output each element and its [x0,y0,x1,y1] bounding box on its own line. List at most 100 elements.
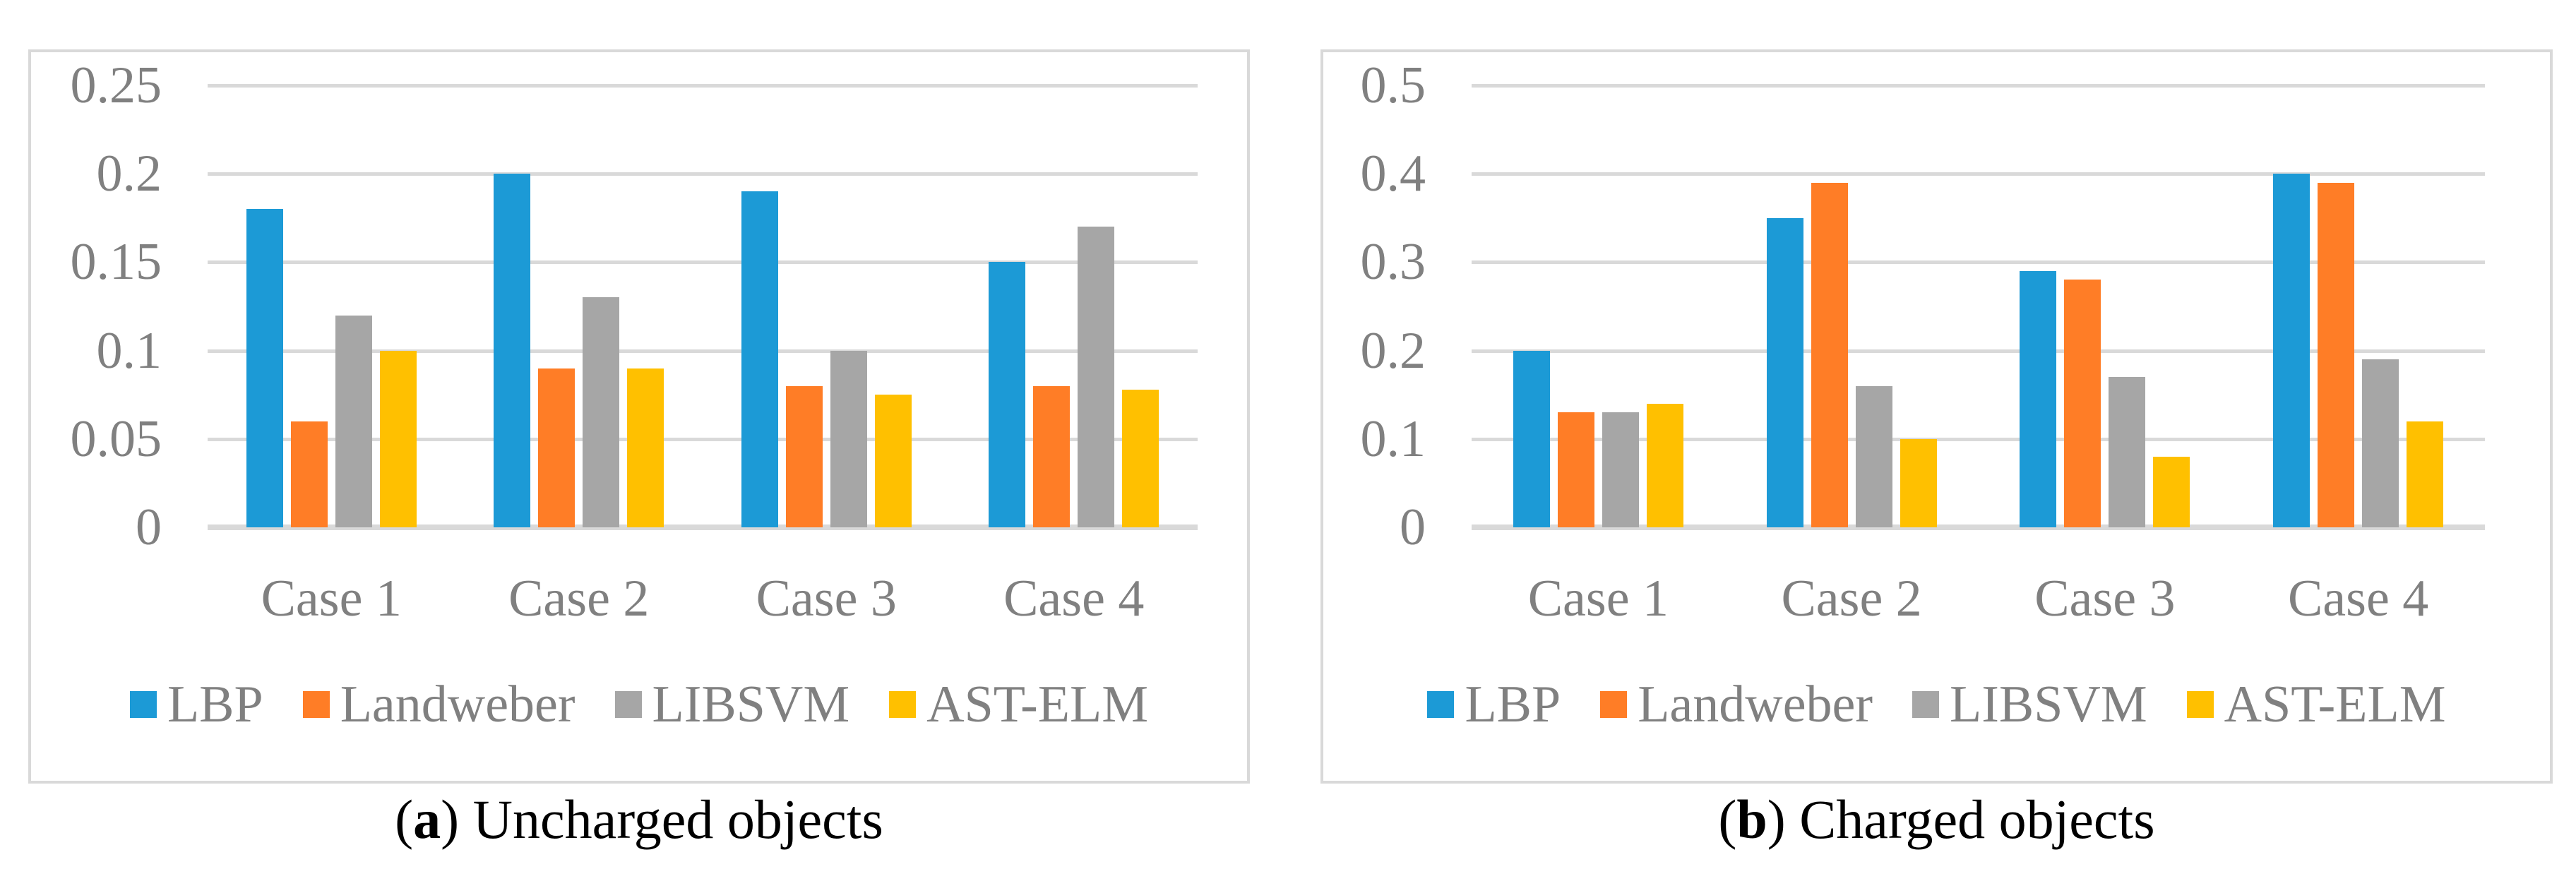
y-tick-label: 0.25 [70,56,162,114]
bar-lbp-case-3 [2020,270,2057,527]
bar-landweber-case-2 [1811,182,1848,527]
caption-b-text: Charged objects [1799,789,2155,850]
horizontal-gridline [1472,437,2485,441]
chart-panel-b: 0 0.1 0.2 0.3 0.4 0.5 Case 1 Case 2 Case 3 Case 4… [1320,49,2553,784]
bar-lbp-case-2 [494,174,531,527]
horizontal-gridline [1472,84,2485,88]
horizontal-gridline [208,437,1198,441]
y-tick-label: 0.5 [1360,56,1426,114]
legend-item-landweber: Landweber [1600,678,1873,731]
x-category-label: Case 3 [2034,570,2176,628]
horizontal-gridline [1472,172,2485,176]
bar-landweber-case-1 [1557,412,1594,527]
bar-landweber-case-4 [1033,385,1071,527]
x-category-label: Case 2 [1781,570,1922,628]
legend-swatch-libsvm-icon [614,691,642,718]
bar-ast-elm-case-4 [1122,389,1159,527]
caption-a-letter: a [413,789,441,850]
y-tick-label: 0.1 [96,321,162,380]
caption-a: (a) Uncharged objects [28,788,1250,851]
bar-ast-elm-case-3 [874,395,912,527]
y-tick-label: 0.05 [70,409,162,468]
y-tick-label: 0.2 [1360,321,1426,380]
x-category-label: Case 4 [1003,570,1145,628]
legend-label: LBP [167,676,263,733]
bar-ast-elm-case-4 [2407,421,2444,527]
bar-lbp-case-1 [246,209,283,527]
y-tick-label: 0.4 [1360,145,1426,203]
bar-landweber-case-1 [290,421,328,527]
bar-libsvm-case-3 [2109,377,2146,527]
bar-ast-elm-case-1 [1646,403,1683,527]
caption-b-letter: b [1736,789,1767,850]
bar-libsvm-case-3 [830,350,867,527]
legend-item-libsvm: LIBSVM [1912,678,2147,731]
horizontal-gridline [1472,260,2485,265]
bar-libsvm-case-2 [1855,385,1892,527]
legend-label: LIBSVM [652,676,850,733]
horizontal-gridline [208,349,1198,353]
bar-lbp-case-1 [1513,350,1550,527]
caption-a-paren-close: ) [441,789,473,850]
bar-lbp-case-3 [741,191,778,527]
y-tick-label: 0.3 [1360,233,1426,292]
legend-item-lbp: LBP [129,676,263,733]
caption-b-paren-close: ) [1767,789,1800,850]
chart-panel-a: 0 0.05 0.1 0.15 0.2 0.25 Case 1 Case 2 Case 3 Cas… [28,49,1250,784]
caption-a-paren-open: ( [395,789,414,850]
legend-item-lbp: LBP [1427,678,1561,731]
caption-a-text: Uncharged objects [472,789,883,850]
horizontal-gridline [208,260,1198,265]
x-category-label: Case 2 [508,570,650,628]
legend-label: AST-ELM [926,676,1148,733]
bar-lbp-case-4 [2273,174,2310,527]
legend-item-ast-elm: AST-ELM [889,678,1148,731]
legend-swatch-lbp-icon [1427,691,1455,718]
x-category-label: Case 1 [1527,570,1669,628]
y-tick-label: 0 [1400,498,1426,556]
bar-libsvm-case-4 [1078,227,1115,527]
x-axis-baseline [1472,525,2485,530]
caption-b: (b) Charged objects [1320,788,2553,851]
bar-ast-elm-case-2 [1900,438,1937,527]
x-category-label: Case 1 [261,570,402,628]
legend-label: Landweber [1638,676,1873,733]
bar-landweber-case-3 [2064,280,2101,527]
bar-landweber-case-3 [785,385,823,527]
legend-item-libsvm: LIBSVM [614,676,850,733]
y-tick-label: 0 [136,498,162,556]
legend-swatch-ast-elm-icon [2186,691,2214,718]
x-axis-baseline [208,525,1198,530]
bar-lbp-case-4 [989,262,1026,527]
legend-label: AST-ELM [2224,676,2446,733]
bar-landweber-case-2 [538,368,576,527]
bar-ast-elm-case-2 [627,368,664,527]
caption-b-paren-open: ( [1718,789,1737,850]
y-tick-label: 0.2 [96,145,162,203]
horizontal-gridline [208,84,1198,88]
legend-label: LIBSVM [1950,676,2147,733]
bar-libsvm-case-4 [2362,359,2399,527]
legend-label: Landweber [340,676,576,733]
legend-label: LBP [1465,676,1561,733]
x-category-label: Case 3 [756,570,897,628]
bar-ast-elm-case-1 [379,350,417,527]
legend: LBP Landweber LIBSVM AST-ELM [1323,672,2550,737]
legend-item-landweber: Landweber [302,676,576,733]
bar-libsvm-case-2 [583,297,620,527]
legend-swatch-landweber-icon [302,691,330,718]
legend-swatch-landweber-icon [1600,691,1628,718]
horizontal-gridline [1472,349,2485,353]
bar-libsvm-case-1 [1602,412,1639,527]
legend-swatch-ast-elm-icon [889,691,917,718]
legend-swatch-libsvm-icon [1912,691,1940,718]
legend-swatch-lbp-icon [129,691,157,718]
y-tick-label: 0.1 [1360,409,1426,468]
bar-landweber-case-4 [2318,182,2355,527]
bar-ast-elm-case-3 [2153,456,2190,527]
bar-lbp-case-2 [1766,217,1803,527]
horizontal-gridline [208,172,1198,176]
bar-libsvm-case-1 [335,315,372,527]
legend-item-ast-elm: AST-ELM [2186,676,2446,733]
